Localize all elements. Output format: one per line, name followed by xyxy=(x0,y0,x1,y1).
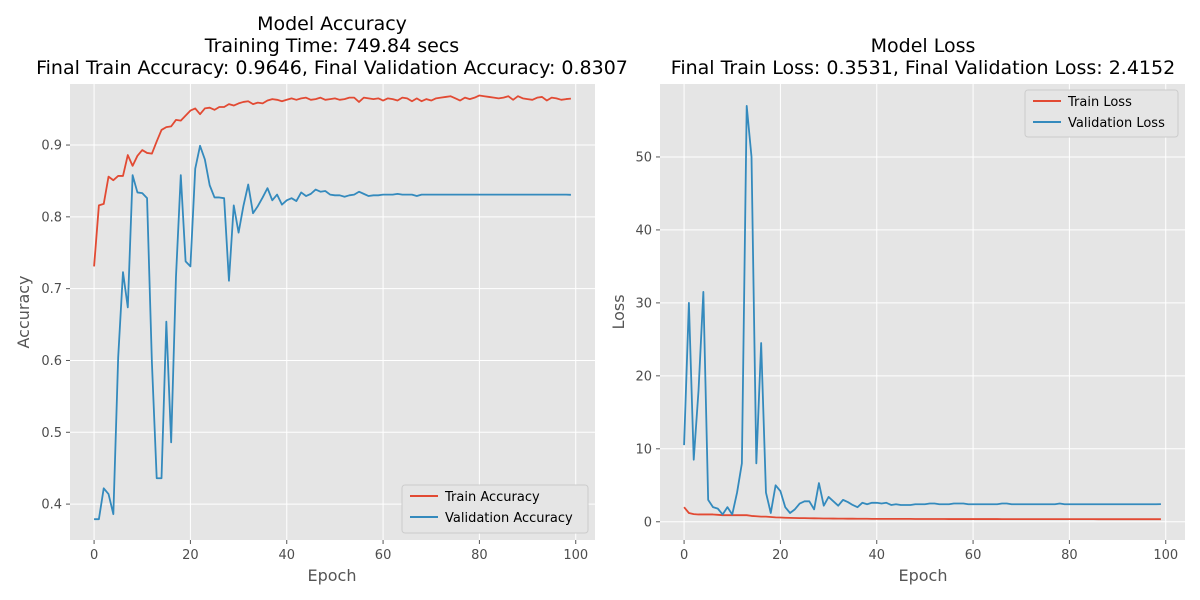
accuracy-validation-accuracy-line xyxy=(94,144,571,521)
loss-title-line-2: Final Train Loss: 0.3531, Final Validati… xyxy=(671,57,1175,79)
accuracy-legend-validation-label: Validation Accuracy xyxy=(445,511,573,526)
accuracy-y-tick-label: 0.5 xyxy=(41,426,62,441)
loss-grid xyxy=(660,84,1185,540)
accuracy-lines xyxy=(93,94,571,521)
loss-y-axis-label: Loss xyxy=(609,294,628,329)
accuracy-legend-box xyxy=(401,484,589,534)
loss-chart: Model Loss Final Train Loss: 0.3531, Fin… xyxy=(609,35,1185,585)
accuracy-title-line-1: Model Accuracy xyxy=(257,13,407,35)
accuracy-x-tick-label: 40 xyxy=(278,548,295,563)
loss-plot-area xyxy=(660,84,1185,540)
accuracy-y-tick-label: 0.6 xyxy=(41,354,62,369)
loss-y-tick-label: 20 xyxy=(635,369,652,384)
loss-legend-box xyxy=(1024,89,1179,138)
accuracy-grid xyxy=(70,84,595,540)
loss-x-tick-label: 20 xyxy=(772,548,789,563)
accuracy-y-tick-label: 0.9 xyxy=(41,139,62,154)
loss-legend: Train Loss Validation Loss xyxy=(1024,89,1179,138)
accuracy-y-tick-label: 0.7 xyxy=(41,282,62,297)
loss-x-tick-label: 100 xyxy=(1153,548,1178,563)
loss-title-line-1: Model Loss xyxy=(871,35,976,57)
accuracy-y-axis-label: Accuracy xyxy=(14,275,33,348)
loss-x-tick-label: 60 xyxy=(965,548,982,563)
accuracy-plot-area xyxy=(70,84,595,540)
accuracy-x-tick-label: 60 xyxy=(375,548,392,563)
loss-y-tick-label: 0 xyxy=(644,515,652,530)
accuracy-x-tick-label: 20 xyxy=(182,548,199,563)
loss-y-tick-label: 40 xyxy=(635,223,652,238)
loss-legend-train-label: Train Loss xyxy=(1067,95,1132,110)
accuracy-x-tick-label: 100 xyxy=(563,548,588,563)
accuracy-legend: Train Accuracy Validation Accuracy xyxy=(401,484,589,534)
accuracy-x-tick-label: 0 xyxy=(90,548,98,563)
accuracy-train-accuracy-line xyxy=(93,94,571,267)
loss-y-tick-label: 30 xyxy=(635,296,652,311)
accuracy-ticks: 0 20 40 60 80 100 0.4 0.5 0.6 0.7 0.8 0.9 xyxy=(41,139,588,563)
loss-validation-loss-line xyxy=(683,104,1161,516)
accuracy-chart: Model Accuracy Training Time: 749.84 sec… xyxy=(14,13,628,585)
accuracy-legend-train-label: Train Accuracy xyxy=(444,490,540,505)
loss-y-tick-label: 10 xyxy=(635,442,652,457)
loss-x-axis-label: Epoch xyxy=(899,566,948,585)
loss-y-tick-label: 50 xyxy=(635,150,652,165)
accuracy-y-tick-label: 0.8 xyxy=(41,210,62,225)
accuracy-title-line-3: Final Train Accuracy: 0.9646, Final Vali… xyxy=(36,57,628,79)
loss-x-tick-label: 40 xyxy=(868,548,885,563)
loss-x-tick-label: 80 xyxy=(1061,548,1078,563)
loss-train-loss-line xyxy=(683,506,1161,521)
loss-legend-validation-label: Validation Loss xyxy=(1068,116,1165,131)
accuracy-x-tick-label: 80 xyxy=(471,548,488,563)
accuracy-x-axis-label: Epoch xyxy=(308,566,357,585)
accuracy-y-tick-label: 0.4 xyxy=(41,498,62,513)
accuracy-title-line-2: Training Time: 749.84 secs xyxy=(204,35,459,57)
loss-x-tick-label: 0 xyxy=(680,548,688,563)
loss-ticks: 0 20 40 60 80 100 0 10 20 30 40 50 xyxy=(635,150,1178,563)
loss-lines xyxy=(683,104,1161,521)
